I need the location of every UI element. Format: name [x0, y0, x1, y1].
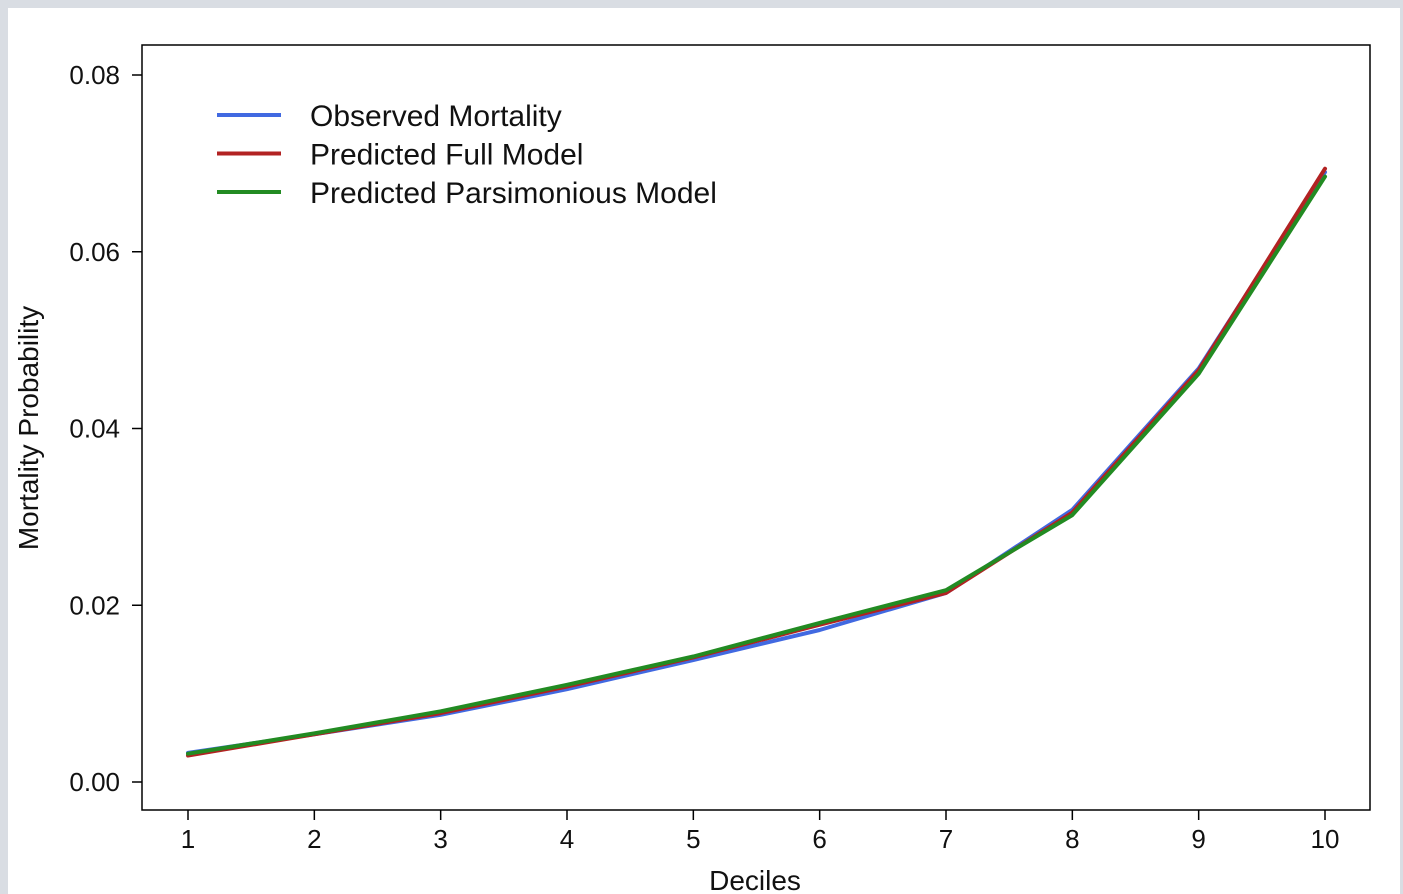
x-tick-label: 9 — [1191, 824, 1205, 854]
x-tick-label: 3 — [433, 824, 447, 854]
legend-label: Predicted Full Model — [310, 139, 583, 172]
legend-label: Observed Mortality — [310, 100, 562, 133]
x-tick-label: 4 — [560, 824, 574, 854]
x-tick-label: 7 — [939, 824, 953, 854]
series-line-predicted-full-model — [186, 166, 1327, 758]
y-tick-label: 0.02 — [69, 590, 120, 620]
y-tick-label: 0.04 — [69, 414, 120, 444]
x-tick-label: 10 — [1311, 824, 1340, 854]
plot-frame — [141, 44, 1371, 811]
y-tick-label: 0.08 — [69, 60, 120, 90]
x-tick-label: 1 — [181, 824, 195, 854]
y-tick-label: 0.00 — [69, 767, 120, 797]
x-tick-label: 8 — [1065, 824, 1079, 854]
series-line-observed-mortality — [186, 170, 1327, 755]
y-axis-title: Mortality Probability — [13, 306, 44, 550]
series-line-predicted-parsimonious-model — [186, 174, 1327, 756]
x-tick-label: 6 — [812, 824, 826, 854]
x-axis-title: Deciles — [709, 865, 801, 894]
y-tick-label: 0.06 — [69, 237, 120, 267]
x-tick-label: 2 — [307, 824, 321, 854]
x-tick-label: 5 — [686, 824, 700, 854]
legend-label: Predicted Parsimonious Model — [310, 177, 717, 210]
